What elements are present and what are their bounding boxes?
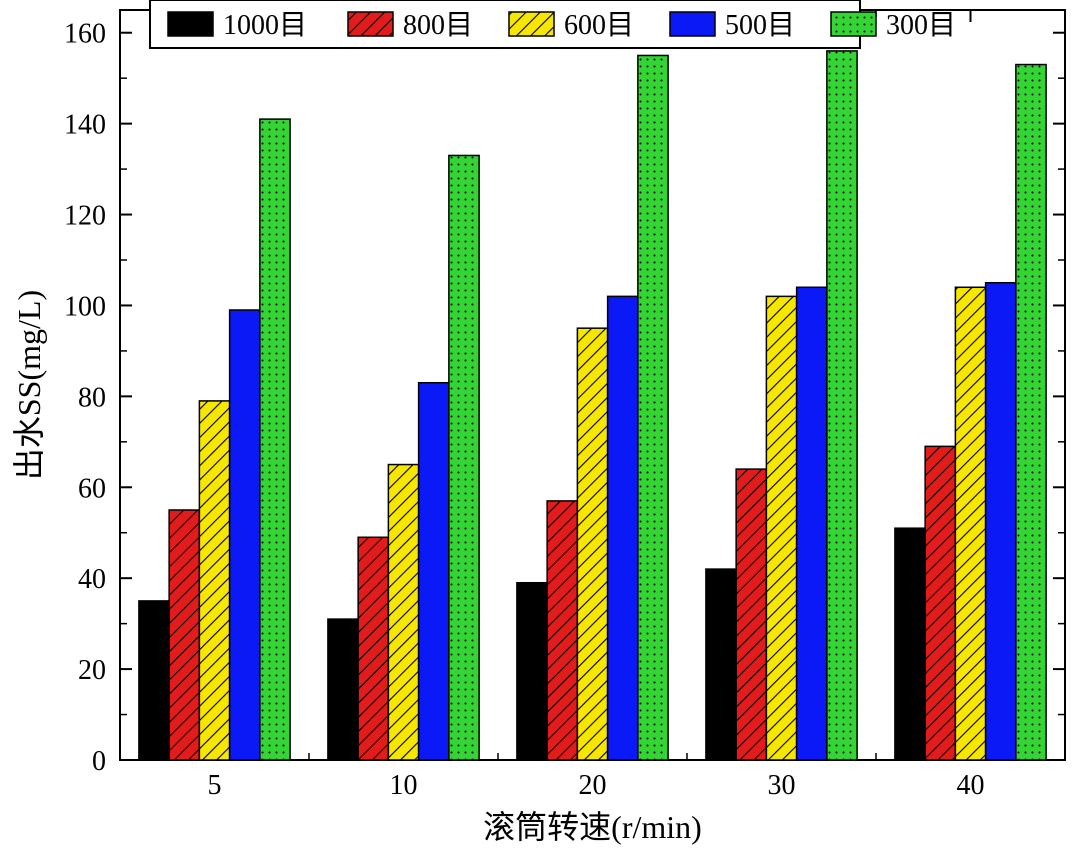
bar <box>139 601 169 760</box>
y-axis-label: 出水SS(mg/L) <box>11 290 47 480</box>
x-tick-label: 20 <box>579 770 607 801</box>
legend-swatch <box>831 12 876 36</box>
y-tick-label: 60 <box>78 473 106 504</box>
legend-label: 1000目 <box>223 10 307 41</box>
bar <box>547 501 577 760</box>
bar <box>517 583 547 760</box>
bar <box>230 310 260 760</box>
bar <box>706 569 736 760</box>
bar <box>736 469 766 760</box>
bar <box>388 465 418 760</box>
bar <box>766 296 796 760</box>
bar <box>577 328 607 760</box>
chart-svg: 0 20 40 60 80 100 120 140 160 出水SS(mg/L) 5 10 20 30 40… <box>0 0 1080 851</box>
legend-swatch <box>670 12 715 36</box>
bar <box>1016 65 1046 760</box>
bar <box>925 446 955 760</box>
bar <box>895 528 925 760</box>
x-tick-label: 40 <box>957 770 985 801</box>
bar <box>955 287 985 760</box>
x-tick-label: 5 <box>208 770 222 801</box>
x-tick-label: 10 <box>390 770 418 801</box>
y-tick-label: 160 <box>64 19 106 50</box>
legend: 1000目 800目 600目 500目 300目 <box>150 0 956 48</box>
y-tick-label: 0 <box>92 746 106 777</box>
bar <box>358 537 388 760</box>
y-tick-label: 20 <box>78 655 106 686</box>
bar <box>638 55 668 760</box>
legend-label: 600目 <box>564 10 634 41</box>
y-tick-label: 140 <box>64 110 106 141</box>
bar <box>449 155 479 760</box>
x-axis-label: 滚筒转速(r/min) <box>483 809 702 845</box>
legend-label: 500目 <box>725 10 795 41</box>
bar <box>986 283 1016 760</box>
bar <box>169 510 199 760</box>
bar-chart: 0 20 40 60 80 100 120 140 160 出水SS(mg/L) 5 10 20 30 40… <box>0 0 1080 851</box>
y-tick-label: 40 <box>78 564 106 595</box>
y-tick-label: 120 <box>64 201 106 232</box>
bar <box>419 383 449 760</box>
y-tick-label: 100 <box>64 291 106 322</box>
legend-swatch <box>168 12 213 36</box>
legend-swatch <box>348 12 393 36</box>
bar <box>827 51 857 760</box>
bar <box>199 401 229 760</box>
bar <box>797 287 827 760</box>
bar <box>328 619 358 760</box>
bar <box>608 296 638 760</box>
legend-swatch <box>509 12 554 36</box>
x-tick-label: 30 <box>768 770 796 801</box>
y-tick-label: 80 <box>78 382 106 413</box>
legend-label: 300目 <box>886 10 956 41</box>
legend-label: 800目 <box>403 10 473 41</box>
bar <box>260 119 290 760</box>
